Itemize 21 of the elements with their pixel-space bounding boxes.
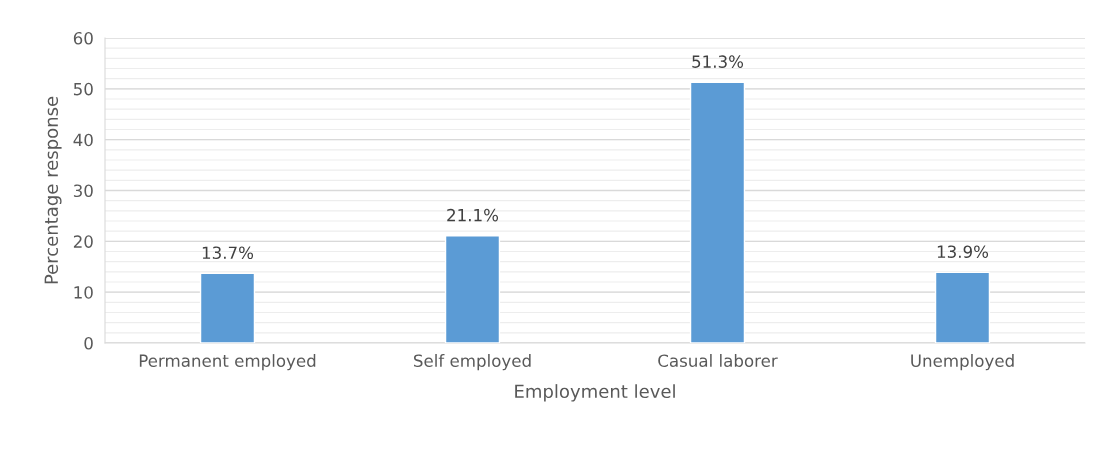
data-label: 13.9% [937,245,989,258]
y-tick-label: 20 [73,235,93,248]
x-tick-label: Self employed [413,354,531,371]
data-label: 21.1% [447,208,499,222]
bar [444,235,501,343]
y-tick-label: 60 [73,31,93,45]
y-tick-label: 10 [74,286,93,299]
y-tick-label: 0 [84,336,93,350]
bar [934,271,991,343]
bar [199,272,256,343]
x-tick-label: Casual laborer [658,354,778,368]
x-axis-title: Employment level [515,384,675,402]
y-tick-label: 30 [73,184,93,198]
x-tick-label: Unemployed [911,354,1014,371]
data-label: 13.7% [202,246,254,260]
x-tick-label: Permanent employed [139,354,316,371]
bar [689,81,746,343]
y-tick-label: 50 [73,82,93,96]
data-label: 51.3% [692,55,744,68]
y-tick-label: 40 [73,133,93,147]
y-axis-title: Percentage response [44,96,62,284]
